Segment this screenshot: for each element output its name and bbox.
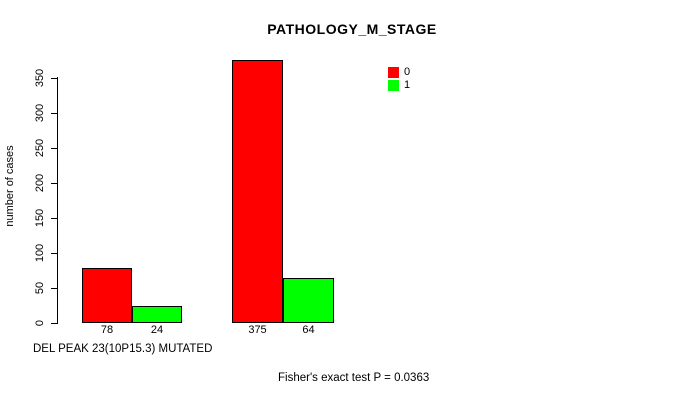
bar-count-label: 24 bbox=[150, 324, 164, 336]
y-tick-mark bbox=[51, 288, 58, 289]
bar-count-label: 78 bbox=[100, 324, 114, 336]
bar-count-label: 375 bbox=[248, 324, 267, 336]
bar-group2-series-0 bbox=[232, 60, 283, 323]
legend-item-1: 1 bbox=[388, 79, 410, 91]
legend-swatch-1 bbox=[388, 79, 399, 91]
bar-group2-series-1 bbox=[283, 278, 334, 323]
y-tick-label: 0 bbox=[34, 319, 46, 327]
y-tick-mark bbox=[51, 148, 58, 149]
y-tick-mark bbox=[51, 78, 58, 79]
y-tick-label: 350 bbox=[34, 68, 46, 88]
y-tick-mark bbox=[51, 253, 58, 254]
legend-label: 0 bbox=[404, 66, 411, 78]
y-tick-label: 50 bbox=[34, 281, 46, 295]
y-tick-mark bbox=[51, 113, 58, 114]
fisher-test-label: Fisher's exact test P = 0.0363 bbox=[278, 372, 430, 384]
y-tick-mark bbox=[51, 218, 58, 219]
y-tick-label: 150 bbox=[34, 208, 46, 228]
y-tick-label: 100 bbox=[34, 243, 46, 263]
y-axis-title: number of cases bbox=[4, 145, 16, 227]
y-tick-label: 300 bbox=[34, 103, 46, 123]
bar-count-label: 64 bbox=[302, 324, 315, 336]
chart-title: PATHOLOGY_M_STAGE bbox=[267, 21, 437, 37]
y-tick-label: 200 bbox=[34, 173, 46, 193]
legend-item-0: 0 bbox=[388, 66, 410, 78]
bar-group1-series-1 bbox=[132, 306, 182, 323]
x-variable-label: DEL PEAK 23(10P15.3) MUTATED bbox=[33, 343, 213, 355]
y-axis-line bbox=[57, 77, 58, 323]
y-tick-label: 250 bbox=[34, 138, 46, 158]
bar-group1-series-0 bbox=[82, 268, 132, 323]
legend-label: 1 bbox=[404, 79, 411, 91]
legend-swatch-0 bbox=[388, 66, 399, 78]
y-tick-mark bbox=[51, 183, 58, 184]
y-tick-mark bbox=[51, 323, 58, 324]
